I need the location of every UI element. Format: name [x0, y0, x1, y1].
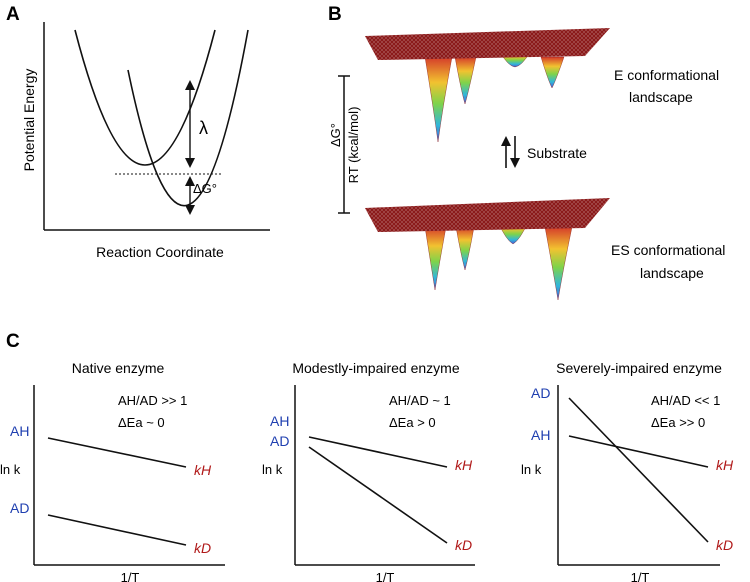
panel-a-letter: A	[6, 4, 20, 25]
substrate-arrow-up-head	[501, 136, 511, 146]
scale-label-bottom: RT (kcal/mol)	[346, 107, 361, 184]
c1-ylabel: ln k	[0, 462, 21, 477]
dg-arrow-head-down	[185, 205, 195, 215]
e-well-1	[424, 56, 453, 143]
c3-A-bottom: AH	[531, 427, 550, 443]
subpanel-title: Native enzyme	[72, 360, 165, 376]
es-surface-mesh	[365, 198, 610, 232]
c2-dEa: ΔEa > 0	[389, 415, 436, 430]
es-landscape-label-1: ES conformational	[611, 242, 725, 258]
e-well-2	[454, 56, 477, 105]
panel-a-xlabel: Reaction Coordinate	[96, 244, 224, 260]
substrate-label: Substrate	[527, 145, 587, 161]
lambda-arrow-head-down	[185, 158, 195, 168]
es-well-2	[455, 226, 475, 271]
c2-k-bottom: kD	[455, 537, 472, 553]
panel-a-ylabel: Potential Energy	[21, 69, 37, 172]
c2-A-top: AH	[270, 413, 289, 429]
c1-xlabel: 1/T	[121, 570, 140, 582]
c3-xlabel: 1/T	[631, 570, 650, 582]
c3-A-top: AD	[531, 385, 550, 401]
subpanel-severe: Severely-impaired enzyme 1/T ln k AD AH …	[521, 360, 734, 582]
subpanel-title: Modestly-impaired enzyme	[292, 360, 459, 376]
panel-c: C Native enzyme 1/T ln k AH AD kH kD AH/…	[0, 331, 734, 582]
c1-kD-line	[47, 514, 187, 546]
c2-ratio: AH/AD ~ 1	[389, 393, 451, 408]
product-parabola	[127, 29, 249, 207]
substrate-arrow-down-head	[510, 158, 520, 168]
es-landscape-label-2: landscape	[640, 265, 704, 281]
c1-k-bottom: kD	[194, 540, 211, 556]
c3-k-bottom: kD	[716, 537, 733, 553]
e-landscape-label-2: landscape	[629, 89, 693, 105]
c3-dEa: ΔEa >> 0	[651, 415, 705, 430]
dg0-label: ΔG°	[193, 181, 217, 196]
e-well-4	[540, 56, 565, 89]
c2-k-top: kH	[455, 457, 473, 473]
subpanel-title: Severely-impaired enzyme	[556, 360, 722, 376]
subpanel-native: Native enzyme 1/T ln k AH AD kH kD AH/AD…	[0, 360, 225, 582]
c1-ratio: AH/AD >> 1	[118, 393, 187, 408]
c3-ylabel: ln k	[521, 462, 542, 477]
subpanel-modest: Modestly-impaired enzyme 1/T ln k AH AD …	[262, 360, 475, 582]
c2-kH-line	[308, 436, 448, 468]
panel-b: B ΔG° RT (kcal/mol) E conformational lan…	[328, 4, 725, 301]
c1-k-top: kH	[194, 462, 212, 478]
c2-kD-line	[308, 446, 448, 544]
lambda-arrow-head-up	[185, 80, 195, 90]
c2-xlabel: 1/T	[376, 570, 395, 582]
es-well-4	[544, 226, 573, 301]
lambda-label: λ	[199, 118, 208, 138]
panel-b-letter: B	[328, 4, 342, 25]
c1-kH-line	[47, 437, 187, 468]
panel-a: A Potential Energy Reaction Coordinate λ…	[6, 4, 270, 260]
es-well-1	[424, 226, 447, 291]
c3-ratio: AH/AD << 1	[651, 393, 720, 408]
panel-c-letter: C	[6, 331, 20, 352]
c3-k-top: kH	[716, 457, 734, 473]
reactant-parabola	[74, 29, 216, 166]
c1-A-bottom: AD	[10, 500, 29, 516]
es-landscape-surface	[365, 198, 610, 301]
c3-kH-line	[568, 435, 709, 468]
c1-dEa: ΔEa ~ 0	[118, 415, 165, 430]
e-surface-mesh	[365, 28, 610, 60]
e-landscape-surface	[365, 28, 610, 143]
e-landscape-label-1: E conformational	[614, 67, 719, 83]
dg-arrow-head-up	[185, 176, 195, 186]
c1-A-top: AH	[10, 423, 29, 439]
c2-ylabel: ln k	[262, 462, 283, 477]
scale-label-top: ΔG°	[328, 123, 343, 147]
c2-A-bottom: AD	[270, 433, 289, 449]
c3-kD-line	[568, 397, 709, 543]
